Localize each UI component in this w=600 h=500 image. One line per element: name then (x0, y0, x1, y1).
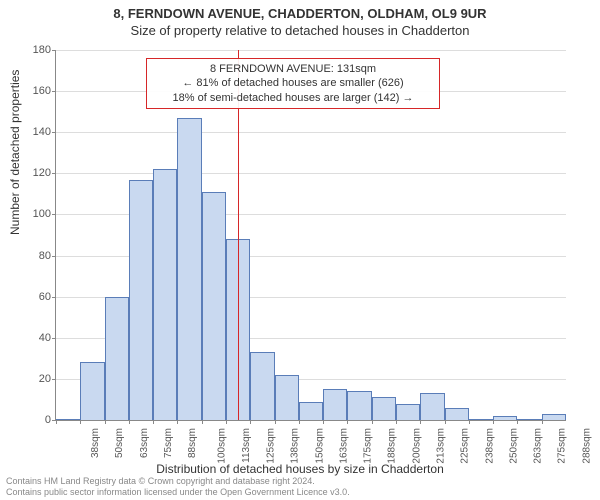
histogram-bar (445, 408, 469, 420)
xtick-mark (493, 420, 494, 424)
xtick-label: 250sqm (508, 428, 519, 464)
ytick-label: 160 (6, 85, 51, 97)
histogram-bar (396, 404, 420, 420)
ytick-label: 120 (6, 167, 51, 179)
xtick-mark (445, 420, 446, 424)
page-subtitle: Size of property relative to detached ho… (0, 21, 600, 38)
xtick-label: 88sqm (187, 428, 198, 458)
xtick-label: 125sqm (266, 428, 277, 464)
ytick-label: 20 (6, 373, 51, 385)
xtick-mark (396, 420, 397, 424)
xtick-label: 113sqm (241, 428, 252, 463)
xtick-mark (323, 420, 324, 424)
gridline (56, 50, 566, 51)
ytick-label: 140 (6, 126, 51, 138)
histogram-bar (177, 118, 201, 420)
histogram-bar (202, 192, 226, 420)
histogram-bar (542, 414, 566, 420)
ytick-mark (52, 91, 56, 92)
xtick-label: 225sqm (460, 428, 471, 464)
ytick-mark (52, 173, 56, 174)
xtick-label: 188sqm (387, 428, 398, 464)
histogram-bar (275, 375, 299, 420)
xtick-mark (420, 420, 421, 424)
annotation-line: 18% of semi-detached houses are larger (… (153, 91, 433, 105)
ytick-mark (52, 50, 56, 51)
xtick-mark (517, 420, 518, 424)
xtick-label: 63sqm (139, 428, 150, 458)
histogram-bar (323, 389, 347, 420)
histogram-bar (347, 391, 371, 420)
xtick-label: 138sqm (290, 428, 301, 464)
xtick-label: 288sqm (581, 428, 592, 464)
xtick-mark (469, 420, 470, 424)
xtick-mark (202, 420, 203, 424)
chart: 02040608010012014016018038sqm50sqm63sqm7… (55, 50, 565, 420)
xtick-mark (80, 420, 81, 424)
xtick-label: 200sqm (411, 428, 422, 464)
plot-area: 02040608010012014016018038sqm50sqm63sqm7… (55, 50, 566, 421)
xtick-mark (153, 420, 154, 424)
ytick-label: 60 (6, 291, 51, 303)
ytick-label: 80 (6, 250, 51, 262)
xtick-mark (105, 420, 106, 424)
ytick-mark (52, 379, 56, 380)
histogram-bar (80, 362, 104, 420)
xtick-mark (129, 420, 130, 424)
histogram-bar (420, 393, 444, 420)
histogram-bar (372, 397, 396, 420)
histogram-bar (517, 419, 541, 420)
footer-line-2: Contains public sector information licen… (6, 487, 350, 498)
xtick-mark (372, 420, 373, 424)
ytick-mark (52, 256, 56, 257)
xtick-mark (177, 420, 178, 424)
ytick-label: 0 (6, 414, 51, 426)
xtick-label: 238sqm (484, 428, 495, 464)
ytick-mark (52, 297, 56, 298)
xtick-mark (347, 420, 348, 424)
xtick-label: 213sqm (436, 428, 447, 464)
footer-attribution: Contains HM Land Registry data © Crown c… (6, 476, 350, 498)
page-title: 8, FERNDOWN AVENUE, CHADDERTON, OLDHAM, … (0, 0, 600, 21)
histogram-bar (493, 416, 517, 420)
ytick-mark (52, 132, 56, 133)
xtick-mark (275, 420, 276, 424)
histogram-bar (129, 180, 153, 421)
xtick-label: 150sqm (314, 428, 325, 464)
histogram-bar (469, 419, 493, 420)
ytick-label: 40 (6, 332, 51, 344)
histogram-bar (299, 402, 323, 421)
xtick-label: 163sqm (338, 428, 349, 464)
xtick-label: 75sqm (163, 428, 174, 458)
xtick-mark (542, 420, 543, 424)
annotation-line: ← 81% of detached houses are smaller (62… (153, 76, 433, 90)
xtick-mark (250, 420, 251, 424)
histogram-bar (105, 297, 129, 420)
histogram-bar (153, 169, 177, 420)
annotation-line: 8 FERNDOWN AVENUE: 131sqm (153, 62, 433, 76)
xtick-label: 100sqm (217, 428, 228, 464)
xtick-label: 38sqm (90, 428, 101, 458)
xtick-label: 275sqm (557, 428, 568, 464)
footer-line-1: Contains HM Land Registry data © Crown c… (6, 476, 350, 487)
xtick-mark (299, 420, 300, 424)
ytick-mark (52, 214, 56, 215)
xtick-label: 263sqm (533, 428, 544, 464)
xtick-mark (56, 420, 57, 424)
ytick-label: 100 (6, 208, 51, 220)
histogram-bar (56, 419, 80, 420)
ytick-mark (52, 338, 56, 339)
xtick-mark (226, 420, 227, 424)
annotation-box: 8 FERNDOWN AVENUE: 131sqm← 81% of detach… (146, 58, 440, 109)
histogram-bar (250, 352, 274, 420)
gridline (56, 173, 566, 174)
ytick-label: 180 (6, 44, 51, 56)
xtick-label: 50sqm (114, 428, 125, 458)
xtick-label: 175sqm (363, 428, 374, 464)
x-axis-label: Distribution of detached houses by size … (0, 462, 600, 476)
gridline (56, 132, 566, 133)
